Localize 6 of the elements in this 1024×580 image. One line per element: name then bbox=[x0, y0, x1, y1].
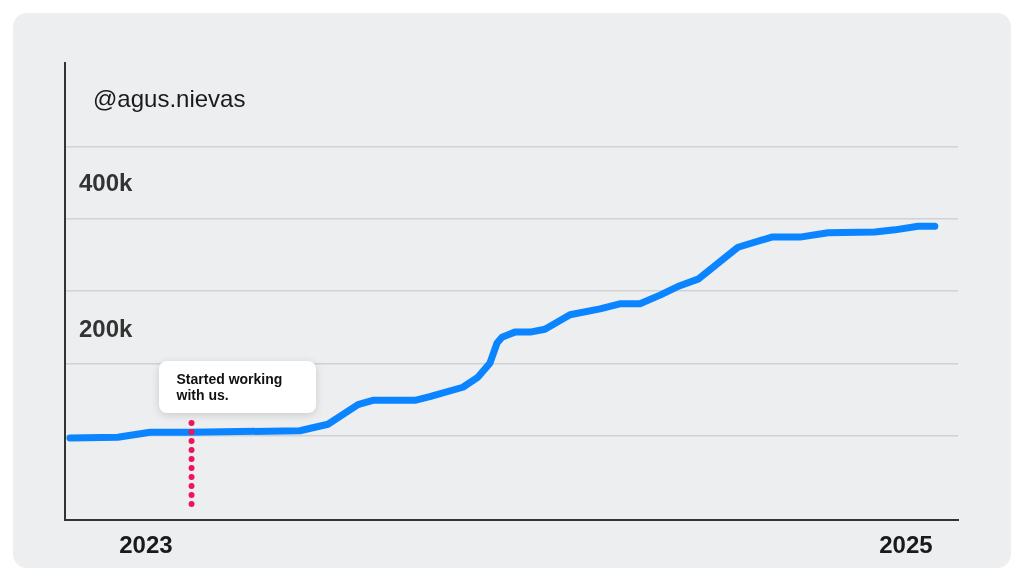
x-tick-label: 2023 bbox=[119, 530, 173, 558]
callout-box: Started working with us. bbox=[158, 361, 316, 413]
y-tick-label: 200k bbox=[79, 314, 134, 342]
y-tick-label: 400k bbox=[79, 169, 134, 197]
x-tick-label: 2025 bbox=[879, 530, 933, 558]
text: @agus.nievas bbox=[93, 84, 246, 112]
